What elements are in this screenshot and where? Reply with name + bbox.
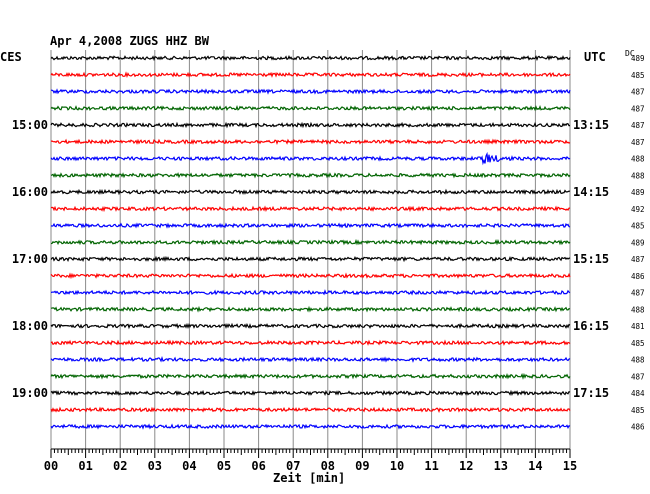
left-time-label: 15:00 xyxy=(12,118,48,132)
right-time-label: 15:15 xyxy=(573,252,609,266)
x-tick-label: 02 xyxy=(113,459,127,473)
x-axis-ticks xyxy=(50,448,571,458)
dc-value: 485 xyxy=(631,71,645,80)
x-tick-label: 14 xyxy=(528,459,542,473)
dc-value: 485 xyxy=(631,339,645,348)
dc-value: 487 xyxy=(631,255,645,264)
x-tick-label: 08 xyxy=(321,459,335,473)
dc-value: 487 xyxy=(631,121,645,130)
dc-value: 485 xyxy=(631,222,645,231)
left-time-label: 18:00 xyxy=(12,319,48,333)
x-tick-label: 10 xyxy=(390,459,404,473)
trace-row-5 xyxy=(50,138,571,146)
trace-row-20 xyxy=(50,389,571,397)
trace-row-2 xyxy=(50,88,571,95)
trace-row-9 xyxy=(50,205,571,213)
right-time-label: 16:15 xyxy=(573,319,609,333)
x-tick-label: 07 xyxy=(286,459,300,473)
right-time-label: 17:15 xyxy=(573,386,609,400)
dc-value: 492 xyxy=(631,205,645,214)
dc-labels: 489 485 487 487 487 487 488 488 489 492 485 489 487 4… xyxy=(631,54,645,432)
trace-row-3 xyxy=(50,104,571,112)
trace-row-13 xyxy=(50,272,571,280)
trace-row-0 xyxy=(50,55,571,62)
trace-row-19 xyxy=(50,372,571,380)
dc-value: 488 xyxy=(631,171,645,180)
row-labels: 15:00 16:00 17:00 18:00 19:00 13:15 14:15 15:15… xyxy=(12,118,609,400)
trace-row-1 xyxy=(50,71,571,79)
dc-value: 489 xyxy=(631,188,645,197)
right-header-utc: UTC xyxy=(584,50,606,64)
dc-value: 488 xyxy=(631,356,645,365)
left-time-label: 17:00 xyxy=(12,252,48,266)
x-tick-label: 03 xyxy=(148,459,162,473)
x-tick-label: 09 xyxy=(355,459,369,473)
right-time-label: 13:15 xyxy=(573,118,609,132)
chart-title: Apr 4,2008 ZUGS HHZ BW xyxy=(50,34,210,48)
dc-value: 484 xyxy=(631,389,645,398)
trace-row-15 xyxy=(50,305,571,313)
x-tick-label: 11 xyxy=(424,459,438,473)
trace-row-6 xyxy=(50,151,571,166)
trace-row-16 xyxy=(50,322,571,330)
left-header-ces: CES xyxy=(0,50,22,64)
dc-value: 487 xyxy=(631,104,645,113)
dc-value: 487 xyxy=(631,372,645,381)
dc-value: 487 xyxy=(631,88,645,97)
trace-row-22 xyxy=(50,423,571,430)
x-tick-label: 01 xyxy=(78,459,92,473)
minute-gridlines xyxy=(50,50,571,449)
dc-value: 489 xyxy=(631,238,645,247)
trace-row-12 xyxy=(50,255,571,263)
dc-value: 486 xyxy=(631,423,645,432)
dc-value: 488 xyxy=(631,155,645,164)
trace-row-18 xyxy=(50,355,571,363)
left-time-label: 16:00 xyxy=(12,185,48,199)
x-tick-label: 00 xyxy=(44,459,58,473)
dc-value: 489 xyxy=(631,54,645,63)
trace-row-21 xyxy=(50,406,571,413)
x-tick-label: 12 xyxy=(459,459,473,473)
trace-row-17 xyxy=(50,339,571,346)
x-tick-label: 05 xyxy=(217,459,231,473)
seismic-traces xyxy=(50,55,571,430)
x-tick-label: 15 xyxy=(563,459,577,473)
dc-header: DC xyxy=(625,49,635,58)
trace-row-7 xyxy=(50,172,571,179)
trace-row-8 xyxy=(50,188,571,196)
dc-value: 487 xyxy=(631,289,645,298)
dc-value: 486 xyxy=(631,272,645,281)
dc-value: 488 xyxy=(631,305,645,314)
left-time-label: 19:00 xyxy=(12,386,48,400)
dc-value: 481 xyxy=(631,322,645,331)
trace-row-11 xyxy=(50,238,571,246)
trace-row-10 xyxy=(50,222,571,229)
trace-row-4 xyxy=(50,121,570,129)
dc-value: 487 xyxy=(631,138,645,147)
x-tick-label: 13 xyxy=(494,459,508,473)
trace-row-14 xyxy=(50,289,571,296)
x-tick-label: 04 xyxy=(182,459,196,473)
x-tick-label: 06 xyxy=(251,459,265,473)
x-axis-label: Zeit [min] xyxy=(273,471,345,485)
dc-value: 485 xyxy=(631,406,645,415)
x-tick-labels: 00 01 02 03 04 05 06 07 08 09 10 11 12 13 14 15 xyxy=(44,459,577,473)
right-time-label: 14:15 xyxy=(573,185,609,199)
